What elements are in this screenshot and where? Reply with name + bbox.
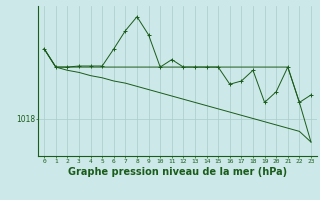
X-axis label: Graphe pression niveau de la mer (hPa): Graphe pression niveau de la mer (hPa) [68,167,287,177]
